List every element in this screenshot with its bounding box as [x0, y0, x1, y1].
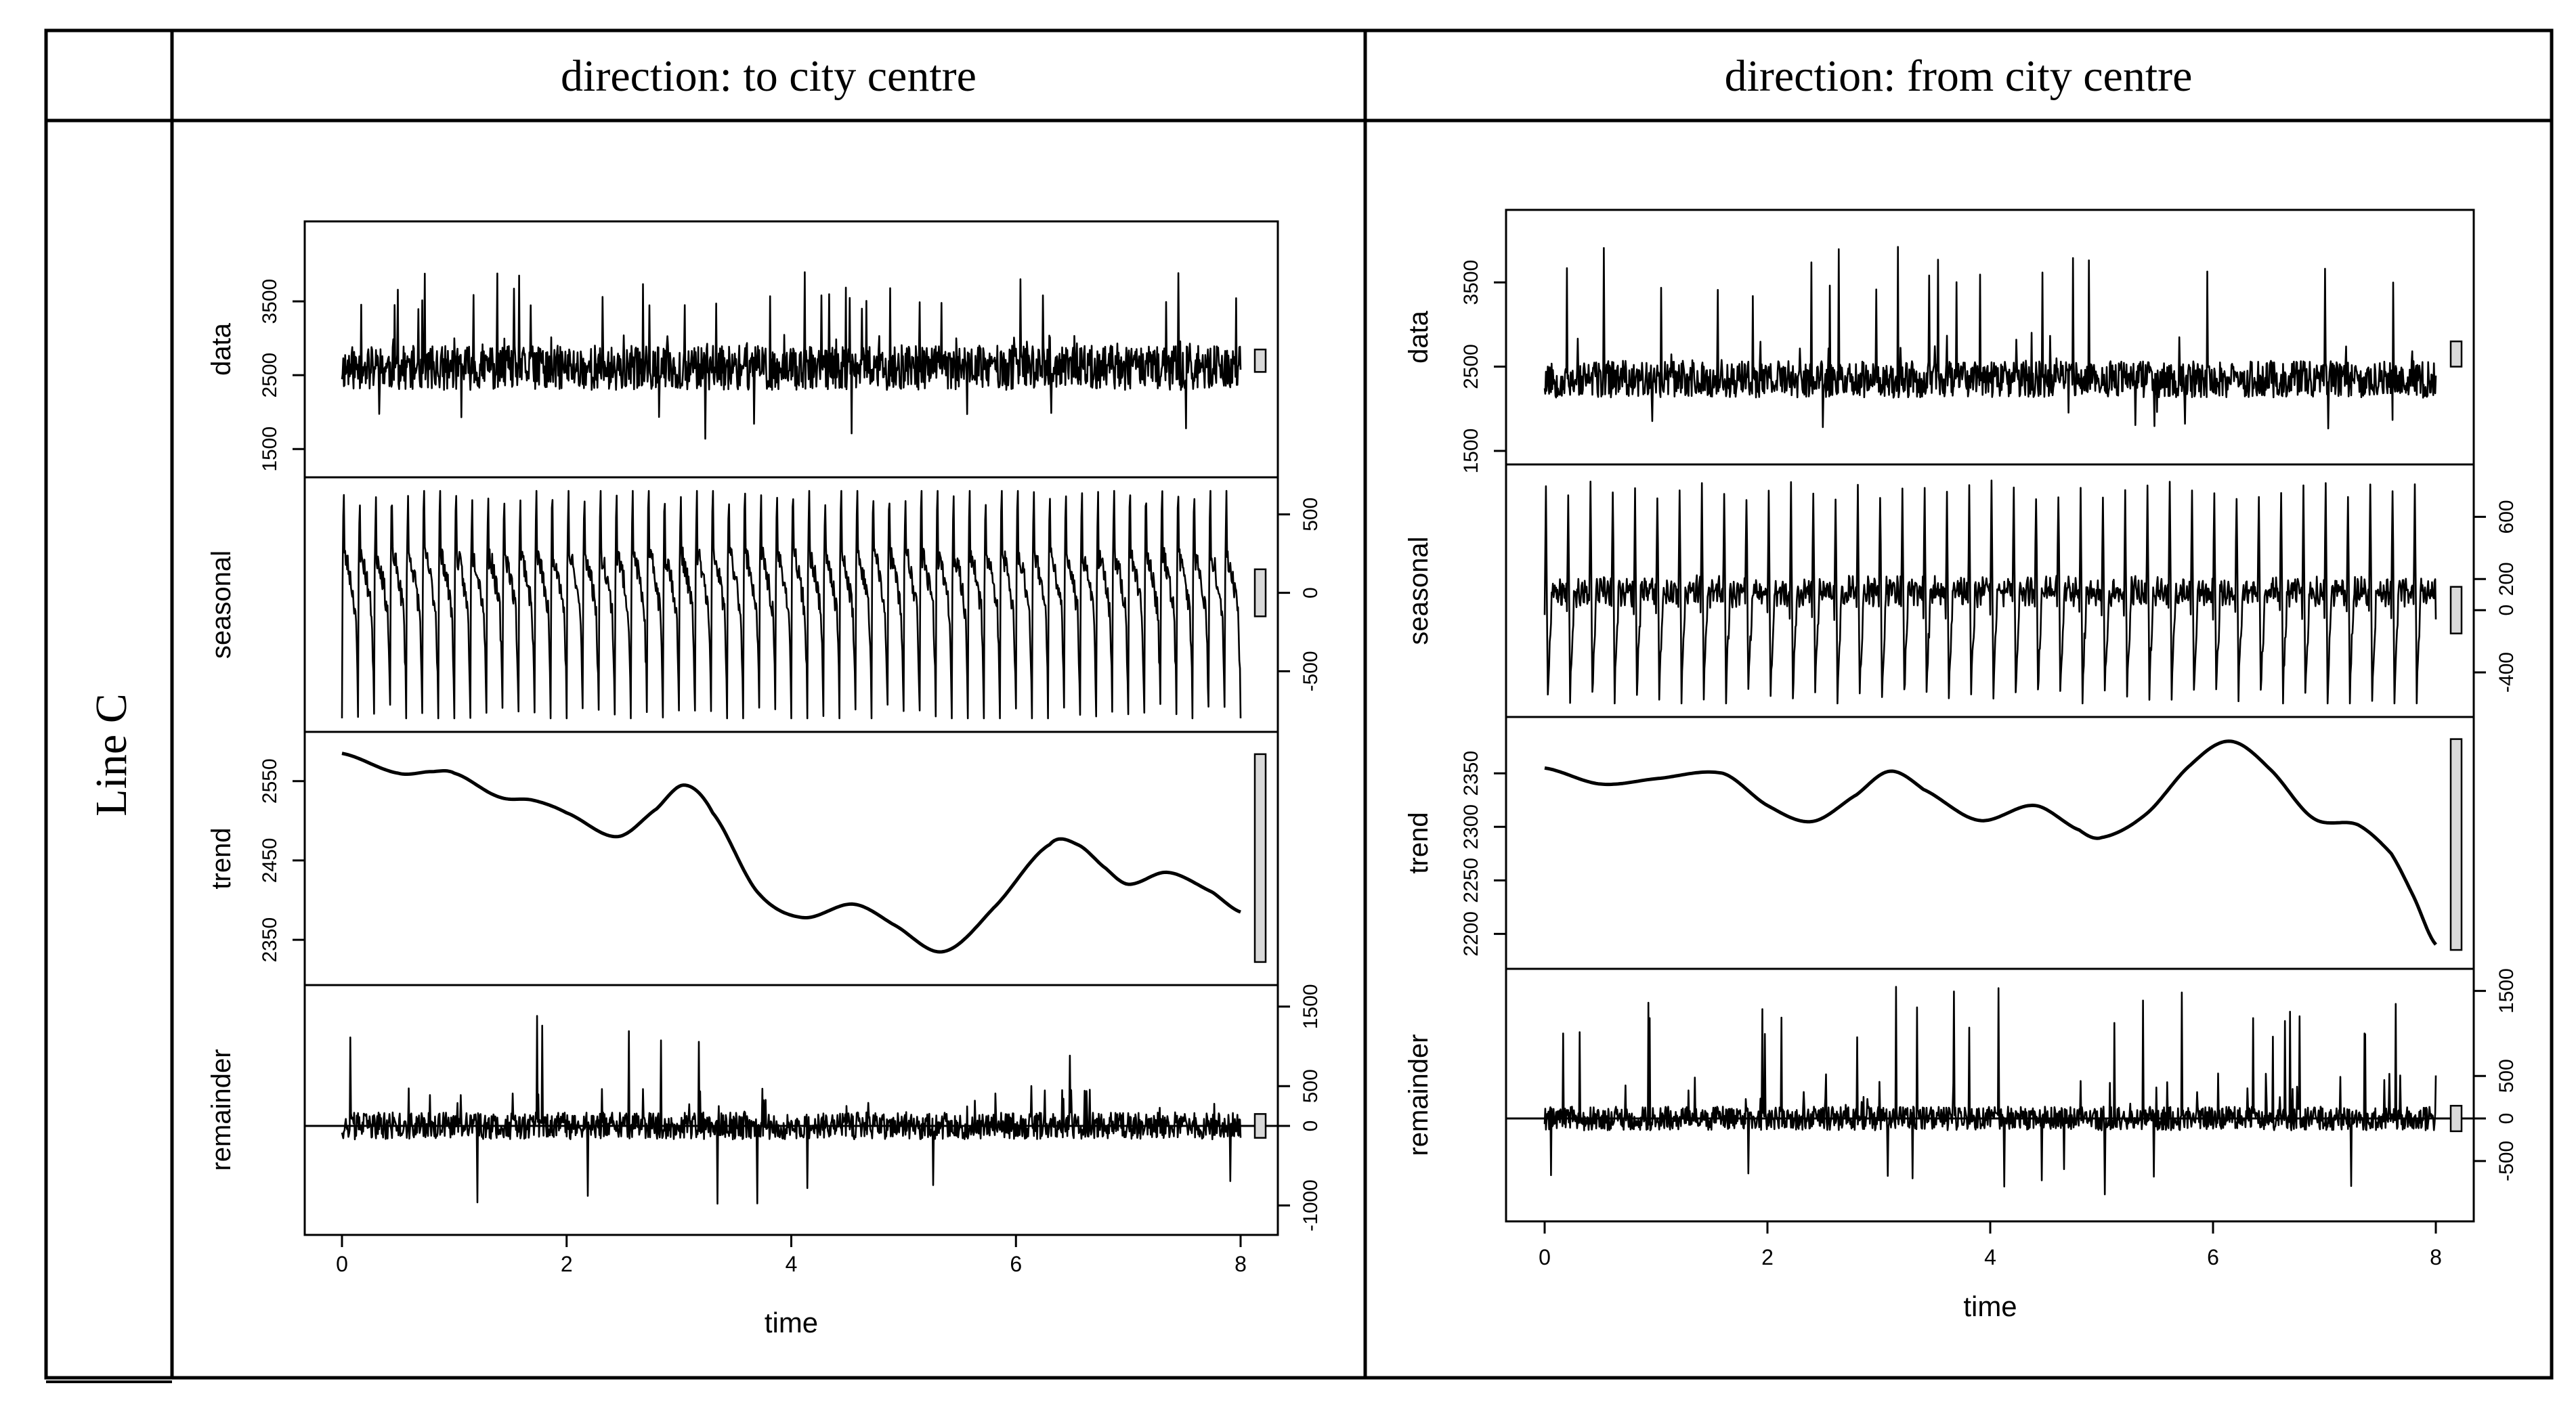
data-y-tick-label: 2500: [259, 353, 281, 398]
data-scale-bar: [1253, 348, 1267, 373]
data-y-tick-label: 1500: [259, 427, 281, 472]
data-y-tick-label: 1500: [1460, 429, 1482, 474]
seasonal-y-tick-label: 200: [2495, 562, 2518, 596]
trend-series-line: [1544, 739, 2437, 946]
trend-y-tick-label: 2300: [1460, 804, 1482, 850]
data-series-line: [1543, 246, 2437, 430]
row-label-line-c: Line C: [87, 693, 136, 816]
remainder-panel-label: remainder: [207, 1049, 236, 1171]
trend-y-tick-label: 2250: [1460, 858, 1482, 903]
remainder-scale-bar: [1253, 1113, 1267, 1139]
chart-from-city-centre: 150025003500data-4000200600seasonal22002…: [1404, 209, 2518, 1322]
seasonal-scale-bar: [2449, 586, 2463, 634]
remainder-y-tick-label: 1500: [2495, 968, 2518, 1014]
trend-y-tick-label: 2450: [259, 838, 281, 884]
remainder-y-tick-label: 1500: [1300, 984, 1322, 1029]
x-axis-label: time: [765, 1307, 818, 1338]
data-y-tick-label: 3500: [259, 279, 281, 324]
data-panel-label: data: [1404, 310, 1434, 364]
trend-panel-label: trend: [1404, 812, 1434, 873]
table-frame: [44, 28, 2554, 1383]
remainder-series-line: [341, 1015, 1242, 1205]
x-tick-label: 0: [1539, 1245, 1551, 1269]
trend-y-tick-label: 2550: [259, 758, 281, 804]
trend-scale-bar: [2449, 738, 2463, 951]
x-tick-label: 6: [2207, 1245, 2219, 1269]
remainder-scale-bar: [2449, 1104, 2463, 1133]
data-scale-bar: [2449, 340, 2463, 368]
data-panel-label: data: [207, 322, 236, 376]
column-header-to-city-centre: direction: to city centre: [561, 51, 976, 101]
trend-y-tick-label: 2200: [1460, 911, 1482, 957]
seasonal-y-tick-label: 500: [1300, 498, 1322, 531]
remainder-y-tick-label: 0: [2495, 1113, 2518, 1125]
x-tick-label: 0: [336, 1252, 348, 1276]
x-tick-label: 8: [1235, 1252, 1247, 1276]
seasonal-y-tick-label: -500: [1300, 651, 1322, 691]
remainder-y-tick-label: -1000: [1300, 1179, 1322, 1232]
chart-to-city-centre: 150025003500data-5000500seasonal23502450…: [207, 220, 1322, 1338]
trend-panel-label: trend: [207, 827, 236, 889]
seasonal-series-line: [1543, 479, 2437, 705]
remainder-y-tick-label: 0: [1300, 1120, 1322, 1132]
x-axis-label: time: [1963, 1290, 2017, 1322]
data-y-tick-label: 2500: [1460, 344, 1482, 389]
column-header-from-city-centre: direction: from city centre: [1725, 51, 2193, 101]
x-tick-label: 4: [1984, 1245, 1996, 1269]
remainder-y-tick-label: -500: [2495, 1141, 2518, 1181]
remainder-y-tick-label: 500: [2495, 1059, 2518, 1093]
data-y-tick-label: 3500: [1460, 260, 1482, 305]
trend-series-line: [341, 752, 1241, 954]
seasonal-y-tick-label: -400: [2495, 652, 2518, 693]
x-tick-label: 6: [1010, 1252, 1022, 1276]
seasonal-scale-bar: [1253, 568, 1267, 617]
trend-y-tick-label: 2350: [1460, 751, 1482, 796]
trend-y-tick-label: 2350: [259, 917, 281, 963]
x-tick-label: 2: [1761, 1245, 1774, 1269]
remainder-y-tick-label: 500: [1300, 1069, 1322, 1103]
seasonal-y-tick-label: 0: [1300, 587, 1322, 598]
panel-frame: [1505, 209, 2475, 1223]
remainder-panel-label: remainder: [1404, 1034, 1434, 1156]
x-tick-label: 4: [786, 1252, 798, 1276]
x-tick-label: 2: [561, 1252, 573, 1276]
seasonal-y-tick-label: 600: [2495, 500, 2518, 534]
seasonal-panel-label: seasonal: [207, 550, 236, 659]
data-series-line: [341, 271, 1242, 440]
x-tick-label: 8: [2430, 1245, 2442, 1269]
table-border: [44, 28, 2554, 1380]
trend-scale-bar: [1253, 753, 1267, 963]
seasonal-series-line: [341, 489, 1242, 720]
remainder-series-line: [1543, 986, 2437, 1196]
seasonal-y-tick-label: 0: [2495, 605, 2518, 616]
seasonal-panel-label: seasonal: [1404, 536, 1434, 645]
